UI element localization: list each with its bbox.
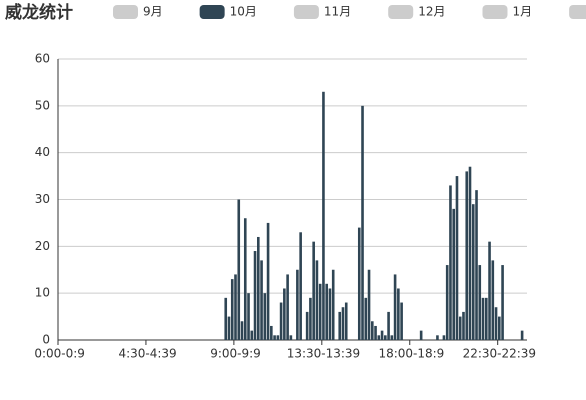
bar — [270, 325, 273, 340]
y-tick-label: 20 — [35, 239, 50, 253]
bar — [322, 91, 325, 341]
bar — [488, 241, 491, 340]
bar — [468, 166, 472, 340]
x-tick-label: 13:30-13:39 — [287, 347, 361, 361]
x-tick-label: 4:30-4:39 — [118, 347, 176, 361]
bar — [491, 260, 495, 340]
bar — [481, 297, 485, 340]
bar — [455, 176, 459, 340]
bar — [266, 222, 270, 340]
legend-label[interactable]: 12月 — [418, 5, 445, 19]
bar — [305, 311, 309, 340]
bar — [442, 335, 446, 340]
bar — [449, 185, 452, 340]
bar — [256, 236, 260, 340]
chart-title: 威龙统计 — [5, 2, 73, 23]
x-tick-label: 22:30-22:39 — [463, 347, 537, 361]
bar — [279, 302, 283, 340]
legend-swatch[interactable] — [199, 5, 225, 19]
legend-label[interactable]: 11月 — [324, 5, 351, 19]
bar — [465, 171, 469, 340]
y-tick-label: 60 — [35, 52, 50, 66]
x-tick-label: 9:00-9:9 — [210, 347, 261, 361]
bar — [384, 335, 387, 340]
bar — [377, 335, 381, 340]
legend-swatch[interactable] — [113, 5, 138, 19]
legend-swatch[interactable] — [293, 5, 319, 19]
bar — [325, 283, 329, 340]
bar — [520, 330, 524, 340]
bar — [387, 311, 390, 340]
legend-label[interactable]: 10月 — [230, 5, 257, 19]
bar — [328, 288, 332, 340]
bar — [318, 283, 322, 340]
legend-label[interactable]: 1月 — [512, 5, 532, 19]
bar — [390, 335, 394, 340]
bar — [458, 316, 462, 340]
bar — [341, 307, 345, 340]
y-tick-label: 30 — [35, 192, 50, 206]
bar — [309, 297, 312, 340]
bar — [296, 269, 299, 340]
bar — [227, 316, 231, 340]
bar — [445, 265, 449, 340]
bar — [253, 251, 257, 340]
bar — [283, 288, 286, 340]
legend-swatch[interactable] — [482, 5, 508, 19]
bar — [419, 330, 423, 340]
bar — [475, 190, 478, 340]
bar — [364, 297, 368, 340]
bar — [484, 297, 488, 340]
bar — [436, 335, 439, 340]
bar — [380, 330, 384, 340]
legend-swatch[interactable] — [569, 5, 586, 19]
x-tick-label: 0:00-0:9 — [34, 347, 85, 361]
bar — [370, 321, 374, 340]
bar — [260, 260, 263, 340]
bar — [289, 335, 293, 340]
bar — [299, 232, 302, 340]
bar — [498, 316, 501, 340]
bar — [367, 269, 371, 340]
bar — [471, 204, 475, 340]
bar — [331, 269, 335, 340]
bar — [315, 260, 319, 340]
y-tick-label: 10 — [35, 286, 50, 300]
bar — [247, 293, 250, 340]
legend-swatch[interactable] — [388, 5, 414, 19]
bar — [397, 288, 400, 340]
bar — [224, 297, 228, 340]
bar — [263, 293, 267, 340]
bar — [452, 208, 456, 340]
bar — [344, 302, 348, 340]
bar — [250, 330, 254, 340]
bar — [240, 321, 244, 340]
bar — [234, 274, 237, 340]
bar — [230, 279, 234, 340]
y-tick-label: 0 — [42, 333, 50, 347]
bar — [273, 335, 276, 340]
bar — [276, 335, 280, 340]
x-tick-label: 18:00-18:9 — [378, 347, 444, 361]
y-tick-label: 40 — [35, 145, 50, 159]
bar — [312, 241, 315, 340]
bar — [478, 265, 482, 340]
bar — [393, 274, 397, 340]
bar — [243, 218, 247, 340]
bar — [286, 274, 289, 340]
y-tick-label: 50 — [35, 98, 50, 112]
bar — [361, 105, 364, 340]
bar — [400, 302, 403, 340]
bar — [237, 199, 241, 340]
bar — [357, 227, 361, 340]
bar — [462, 311, 465, 340]
bar — [374, 325, 377, 340]
bar — [338, 311, 342, 340]
legend-label[interactable]: 9月 — [143, 5, 163, 19]
bar — [501, 265, 504, 340]
bar — [494, 307, 498, 340]
